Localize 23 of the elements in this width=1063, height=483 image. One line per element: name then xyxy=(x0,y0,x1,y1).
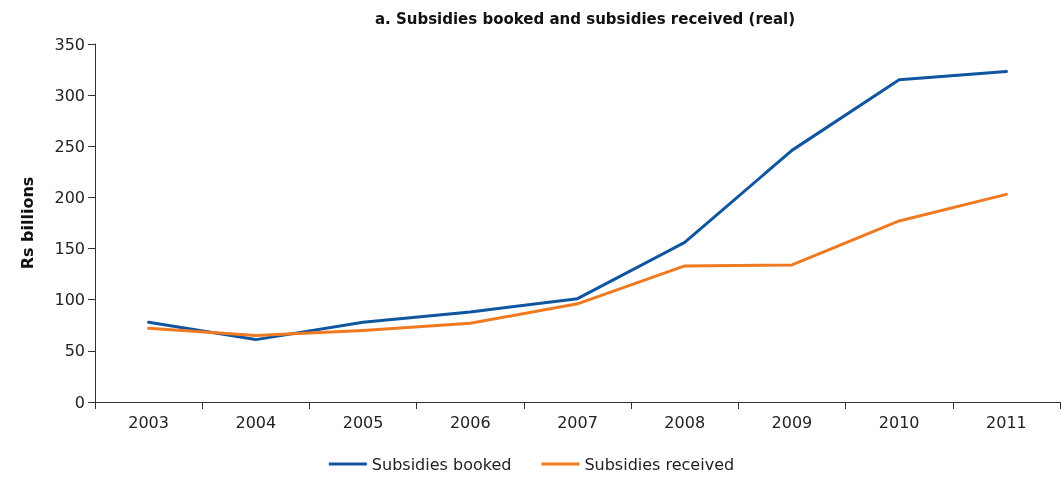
y-tick-label: 100 xyxy=(54,290,85,310)
x-tick-label: 2006 xyxy=(449,412,491,432)
y-tick-label: 300 xyxy=(54,85,85,105)
x-tick-label: 2008 xyxy=(664,412,706,432)
x-tick-label: 2009 xyxy=(771,412,813,432)
chart-title: a. Subsidies booked and subsidies received (real) xyxy=(374,9,796,28)
y-tick-label: 0 xyxy=(74,392,85,412)
x-tick-label: 2011 xyxy=(986,412,1027,432)
y-tick-label: 150 xyxy=(54,239,85,259)
x-tick-label: 2005 xyxy=(342,412,384,432)
x-tick-label: 2007 xyxy=(557,412,598,432)
y-tick-label: 350 xyxy=(54,34,85,54)
y-axis-title: Rs billions xyxy=(17,176,37,270)
legend-label: Subsidies booked xyxy=(371,454,512,474)
x-tick-label: 2003 xyxy=(128,412,169,432)
y-tick-label: 50 xyxy=(64,341,85,361)
y-tick-label: 250 xyxy=(54,136,85,156)
line-series xyxy=(147,192,1008,338)
x-tick-label: 2010 xyxy=(878,412,920,432)
line-series xyxy=(147,70,1008,342)
y-tick-label: 200 xyxy=(54,187,85,207)
legend-label: Subsidies received xyxy=(584,454,735,474)
x-tick-label: 2004 xyxy=(235,412,277,432)
